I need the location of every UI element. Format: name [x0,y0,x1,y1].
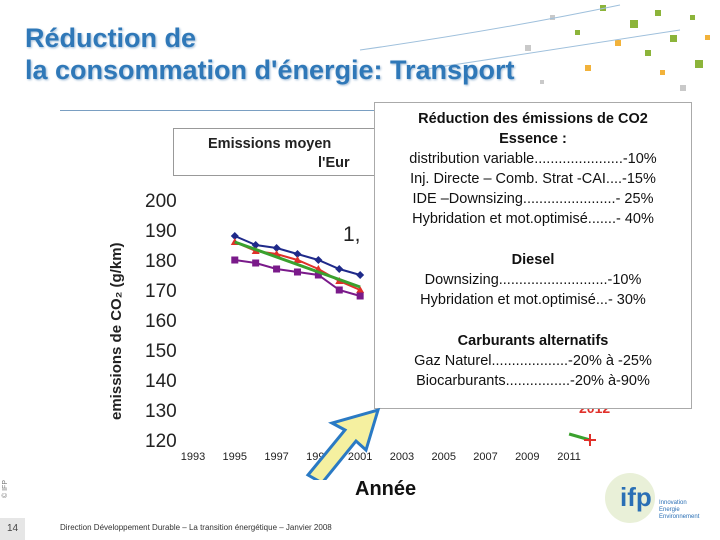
data-point [356,286,365,293]
logo-sub1: Innovation [659,500,687,506]
alt-fuels-title: Carburants alternatifs [457,333,609,349]
x-tick-label: 2005 [431,451,455,463]
page-number: 14 [0,518,25,540]
decorative-squares [359,4,710,91]
diesel-title: Diesel [511,252,555,268]
alt-fuel-item: Biocarburants................-20% à-90% [416,373,650,389]
data-point [231,256,239,264]
data-point [272,244,281,252]
title-line-1: Réduction de [25,23,197,53]
y-tick-label: 150 [145,341,177,362]
logo-text: ifp [620,482,652,512]
data-point [335,265,344,273]
y-tick-label: 160 [145,311,177,332]
data-point [356,271,365,279]
logo-sub2: Energie [659,507,680,513]
page-title: Réduction de la consommation d'énergie: … [25,22,515,86]
infobox-title: Réduction des émissions de CO2 [418,111,648,127]
x-tick-label: 1995 [223,451,247,463]
x-tick-label: 1993 [181,451,205,463]
copyright: © IFP [2,480,9,498]
data-point [293,268,301,276]
legend-line-2: l'Eur [318,155,350,171]
essence-item: IDE –Downsizing.......................- … [412,191,654,207]
y-tick-label: 120 [145,431,177,452]
x-axis-label: Année [355,478,417,500]
data-point [314,256,323,264]
y-tick-label: 130 [145,401,177,422]
legend-box [173,128,375,176]
y-tick-label: 190 [145,221,177,242]
y-tick-label: 140 [145,371,177,392]
title-line-2: la consommation d'énergie: Transport [25,55,515,85]
essence-item: Inj. Directe – Comb. Strat -CAI....-15% [410,171,656,187]
x-tick-label: 2007 [473,451,497,463]
co2-reduction-box: Réduction des émissions de CO2 Essence :… [374,102,692,409]
y-tick-label: 180 [145,251,177,272]
arrow-icon [305,407,381,480]
annotation-fragment: 1, [343,223,361,246]
trend-line [234,240,361,289]
data-point [251,241,260,249]
data-point [273,265,281,273]
essence-item: Hybridation et mot.optimisé.......- 40% [412,211,654,227]
data-point [356,292,364,300]
title-rule [60,110,400,111]
footer-text: Direction Développement Durable – La tra… [60,523,332,532]
data-point [314,271,322,279]
alt-fuel-item: Gaz Naturel...................-20% à -25… [414,353,652,369]
essence-title: Essence : [499,131,567,147]
data-point [293,256,302,263]
x-tick-label: 1997 [264,451,288,463]
ifp-logo: ifp Innovation Energie Environnement [605,473,700,523]
essence-item: distribution variable...................… [409,151,657,167]
data-point [230,232,239,240]
data-point [252,259,260,267]
y-tick-label: 200 [145,191,177,212]
x-tick-label: 2001 [348,451,372,463]
logo-sub3: Environnement [659,514,700,520]
x-tick-label: 2011 [557,451,581,463]
legend-line-1: Emissions moyen [208,136,332,152]
y-tick-label: 170 [145,281,177,302]
diesel-item: Downsizing...........................-10… [424,272,642,288]
data-point [293,250,302,258]
data-point [335,286,343,294]
diesel-item: Hybridation et mot.optimisé...- 30% [420,292,646,308]
x-tick-label: 2003 [390,451,414,463]
target-marker [584,434,596,446]
x-tick-label: 2009 [515,451,539,463]
